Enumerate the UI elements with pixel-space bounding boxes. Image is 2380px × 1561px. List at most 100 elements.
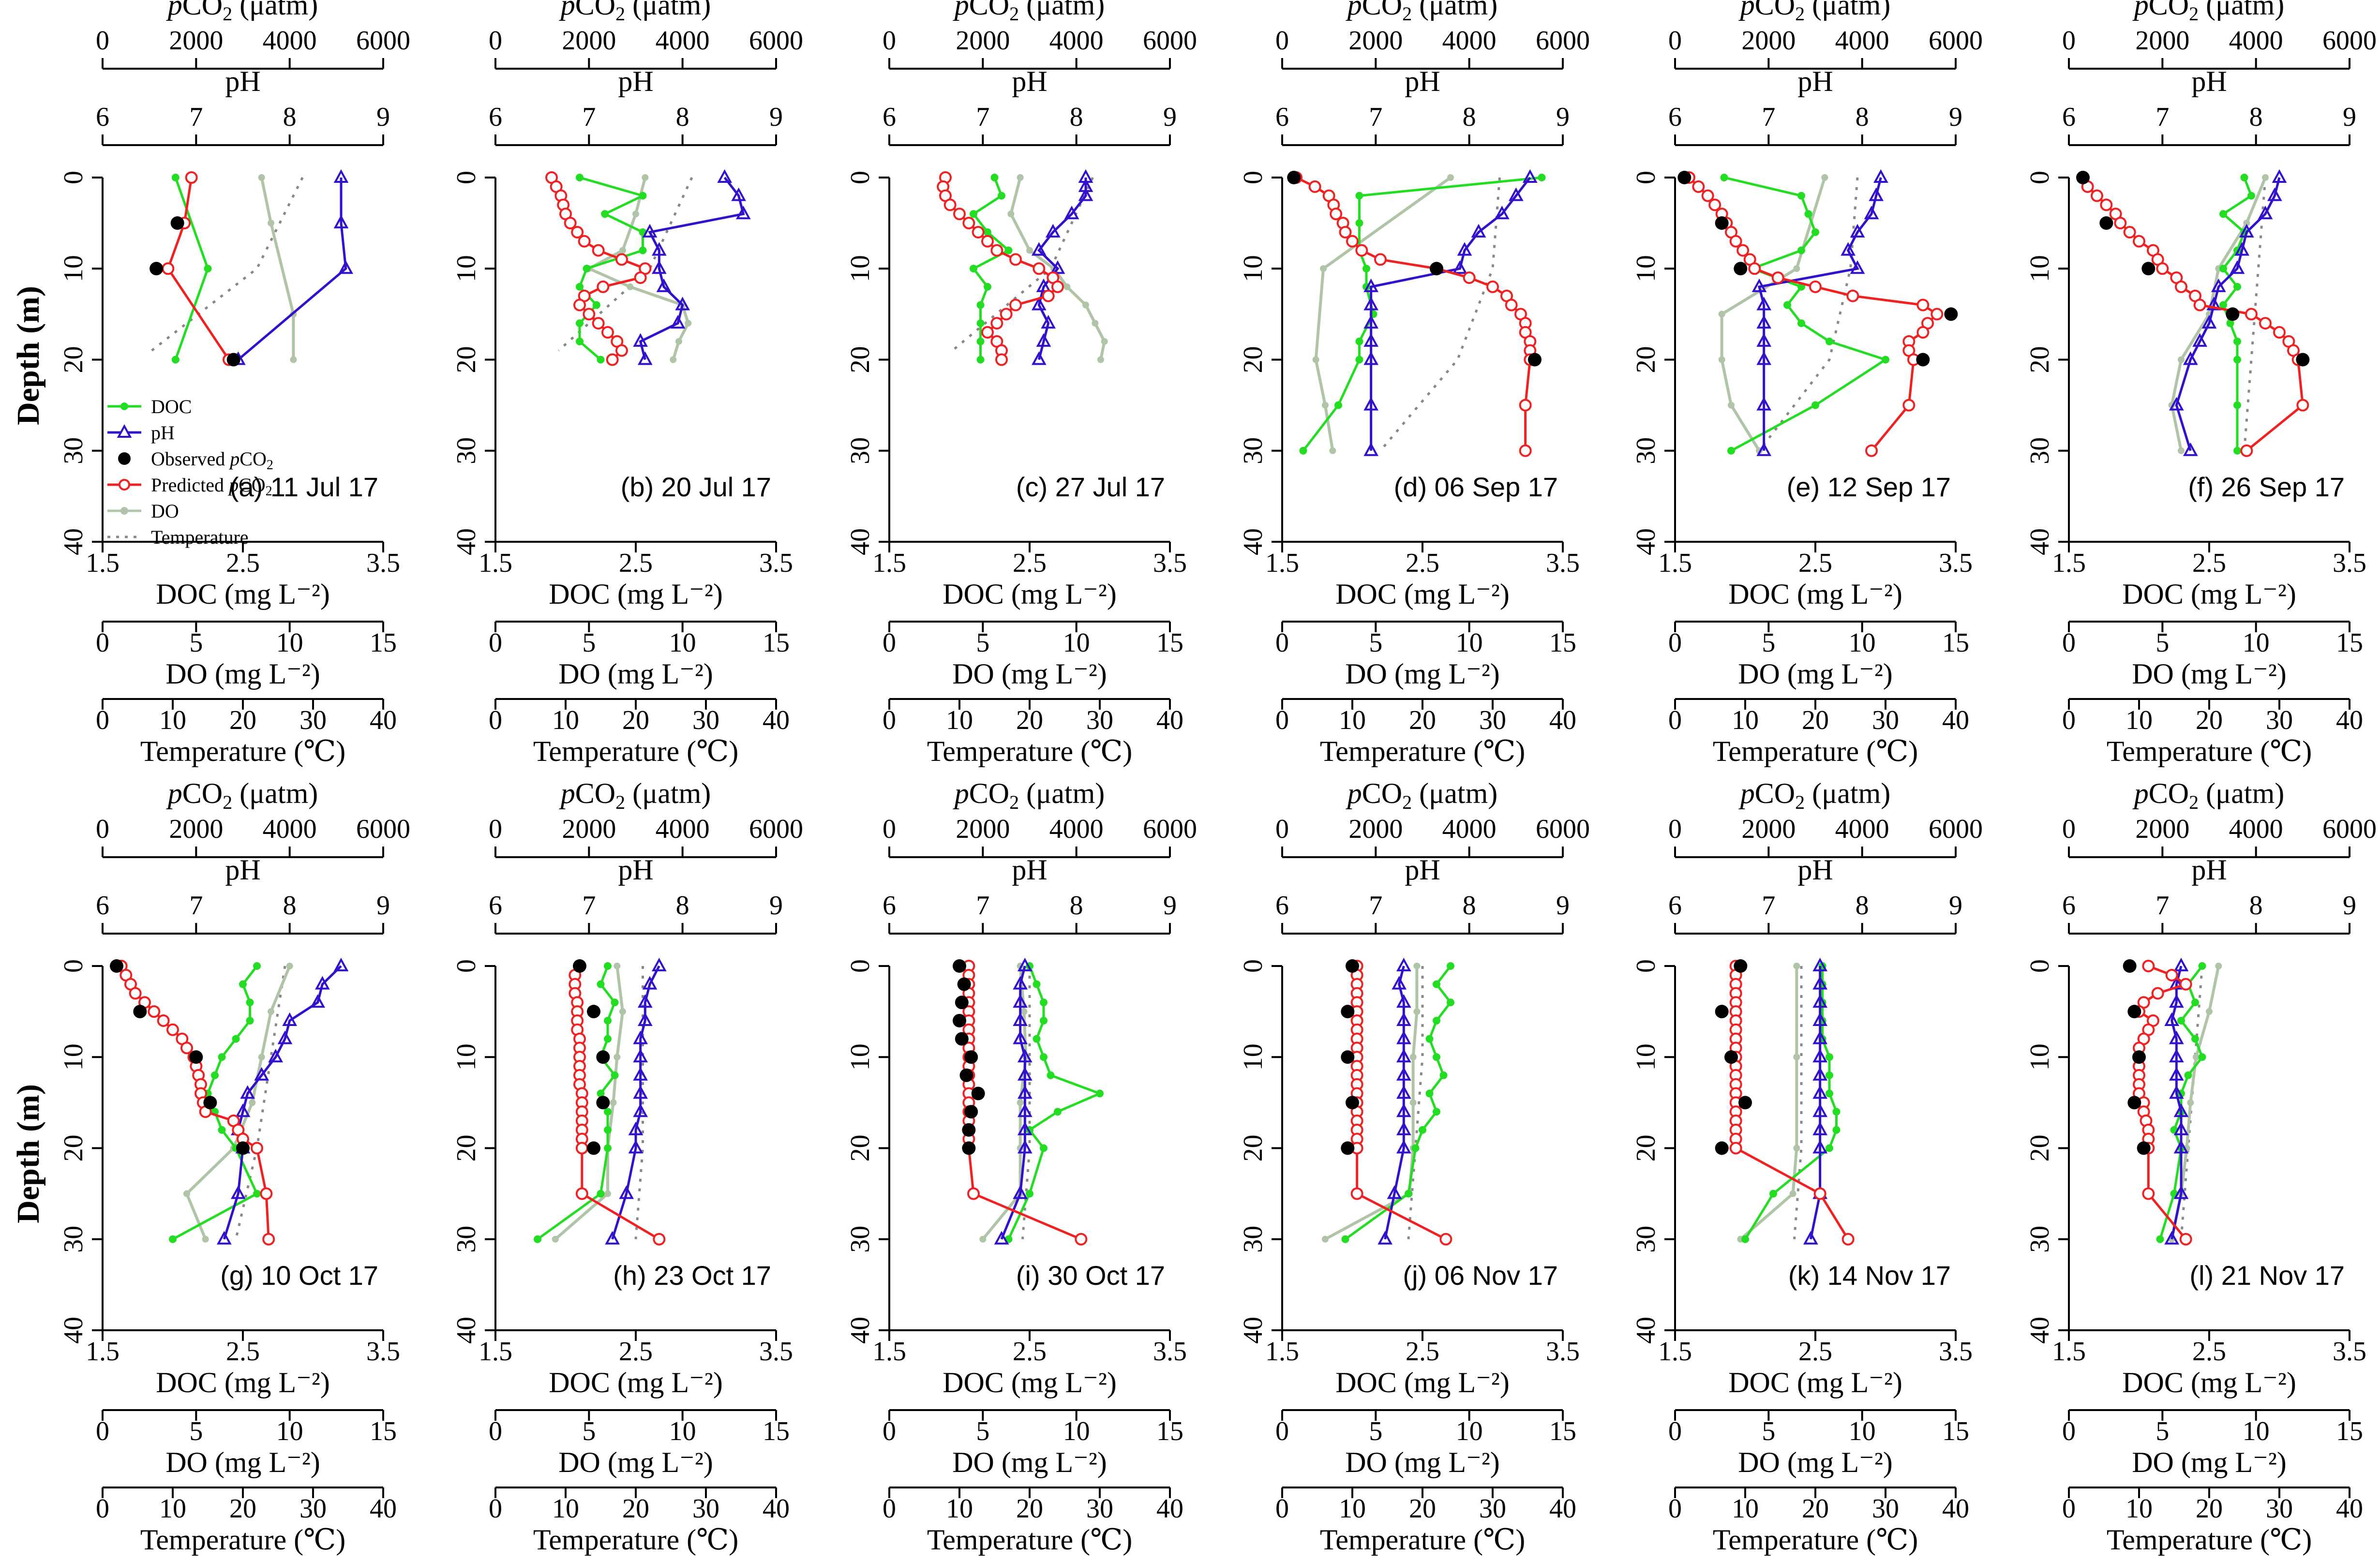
predicted-pco2-point bbox=[148, 1005, 161, 1018]
ph-axis-label: pH bbox=[225, 65, 260, 97]
predicted-pco2-point bbox=[1463, 271, 1476, 284]
doc-line bbox=[174, 177, 210, 360]
do-point bbox=[2178, 447, 2185, 454]
observed-pco2-point bbox=[596, 1050, 610, 1064]
doc-point bbox=[211, 1071, 219, 1079]
depth-tick-label: 40 bbox=[451, 528, 481, 555]
depth-tick-label: 10 bbox=[451, 1043, 481, 1070]
ph-point bbox=[1013, 1012, 1028, 1026]
depth-tick-label: 0 bbox=[59, 171, 89, 184]
do-line bbox=[260, 177, 295, 360]
doc-point bbox=[1797, 319, 1805, 327]
temperature-axis-label: Temperature (℃) bbox=[1713, 735, 1918, 767]
doc-point bbox=[253, 1189, 261, 1198]
pco2-tick-label: 0 bbox=[489, 26, 502, 56]
ph-tick-label: 9 bbox=[769, 102, 783, 132]
doc-point bbox=[1355, 219, 1363, 227]
panel-title: (j) 06 Nov 17 bbox=[1403, 1260, 1558, 1291]
do-point bbox=[1793, 1054, 1800, 1061]
doc-point bbox=[1433, 1016, 1440, 1025]
predicted-pco2-point bbox=[1931, 308, 1944, 321]
observed-pco2-point bbox=[150, 262, 164, 276]
doc-point bbox=[604, 1108, 612, 1116]
predicted-pco2-point bbox=[1692, 180, 1705, 193]
doc-point bbox=[1769, 1189, 1777, 1198]
predicted-pco2-point bbox=[157, 1014, 170, 1027]
panel-title: (e) 12 Sep 17 bbox=[1787, 472, 1951, 502]
ph-point bbox=[1452, 260, 1467, 274]
ph-point bbox=[637, 1012, 653, 1026]
depth-tick-label: 40 bbox=[59, 1317, 89, 1344]
doc-point bbox=[1433, 980, 1440, 988]
temperature-tick-label: 0 bbox=[489, 705, 502, 735]
do-tick-label: 10 bbox=[1849, 1416, 1876, 1446]
do-point bbox=[1413, 963, 1421, 969]
predicted-pco2-point bbox=[981, 235, 994, 248]
doc-point bbox=[2233, 337, 2241, 345]
doc-point bbox=[1004, 246, 1013, 254]
observed-pco2-point bbox=[1528, 353, 1542, 367]
temperature-tick-label: 30 bbox=[299, 705, 327, 735]
ph-point bbox=[605, 1231, 620, 1245]
observed-pco2-point bbox=[203, 1096, 217, 1110]
predicted-pco2-point bbox=[601, 326, 614, 339]
do-point bbox=[2262, 174, 2269, 181]
temperature-tick-label: 20 bbox=[1016, 705, 1043, 735]
doc-axis-label: DOC (mg L⁻²) bbox=[156, 578, 330, 610]
ph-point bbox=[2206, 297, 2222, 311]
ph-point bbox=[1036, 278, 1051, 292]
doc-point bbox=[1355, 192, 1363, 200]
depth-tick-label: 10 bbox=[2025, 1043, 2055, 1070]
ph-point bbox=[1841, 242, 1856, 256]
temperature-axis-label: Temperature (℃) bbox=[927, 735, 1132, 767]
legend-item-obs: Observed pCO2 bbox=[118, 448, 273, 473]
doc-tick-label: 1.5 bbox=[479, 1337, 512, 1367]
ph-point bbox=[2234, 242, 2250, 256]
ph-tick-label: 9 bbox=[769, 891, 783, 921]
predicted-pco2-point bbox=[1042, 289, 1055, 302]
pco2-tick-label: 4000 bbox=[1835, 26, 1889, 56]
ph-point bbox=[642, 223, 658, 238]
doc-tick-label: 1.5 bbox=[479, 548, 512, 578]
doc-point bbox=[592, 301, 600, 309]
predicted-pco2-point bbox=[2156, 262, 2169, 275]
ph-point bbox=[338, 260, 354, 274]
doc-tick-label: 3.5 bbox=[366, 548, 400, 578]
observed-pco2-point bbox=[1341, 1005, 1355, 1019]
ph-point bbox=[268, 1049, 284, 1063]
ph-point bbox=[310, 994, 326, 1008]
do-point bbox=[1097, 356, 1104, 363]
depth-tick-label: 30 bbox=[1631, 1226, 1661, 1253]
predicted-pco2-point bbox=[943, 198, 957, 211]
predicted-pco2-point bbox=[2165, 968, 2178, 981]
do-tick-label: 5 bbox=[976, 628, 989, 658]
ph-point bbox=[675, 297, 690, 311]
ph-tick-label: 9 bbox=[376, 102, 390, 132]
depth-tick-label: 40 bbox=[845, 528, 875, 555]
doc-tick-label: 3.5 bbox=[1546, 1337, 1580, 1367]
temperature-tick-label: 10 bbox=[2126, 705, 2153, 735]
panel-title: (i) 30 Oct 17 bbox=[1016, 1260, 1165, 1291]
observed-pco2-point bbox=[953, 959, 966, 973]
panel-title: (k) 14 Nov 17 bbox=[1788, 1260, 1951, 1291]
ph-point bbox=[2258, 206, 2273, 220]
doc-tick-label: 3.5 bbox=[1153, 1337, 1187, 1367]
pco2-tick-label: 0 bbox=[1275, 26, 1289, 56]
observed-pco2-point bbox=[110, 959, 123, 973]
observed-pco2-point bbox=[1724, 1050, 1738, 1064]
temperature-tick-label: 30 bbox=[1086, 705, 1113, 735]
panel-title: (l) 21 Nov 17 bbox=[2189, 1260, 2345, 1291]
depth-tick-label: 20 bbox=[1238, 346, 1268, 373]
do-point bbox=[1821, 174, 1828, 181]
depth-tick-label: 0 bbox=[1631, 171, 1661, 184]
observed-pco2-point bbox=[573, 959, 586, 973]
ph-point bbox=[1751, 278, 1767, 292]
temperature-tick-label: 20 bbox=[229, 705, 256, 735]
ph-axis-label: pH bbox=[1012, 854, 1047, 886]
ph-point bbox=[1494, 206, 1510, 220]
doc-point bbox=[1425, 1089, 1434, 1098]
depth-tick-label: 40 bbox=[845, 1317, 875, 1344]
observed-pco2-point bbox=[957, 977, 971, 991]
